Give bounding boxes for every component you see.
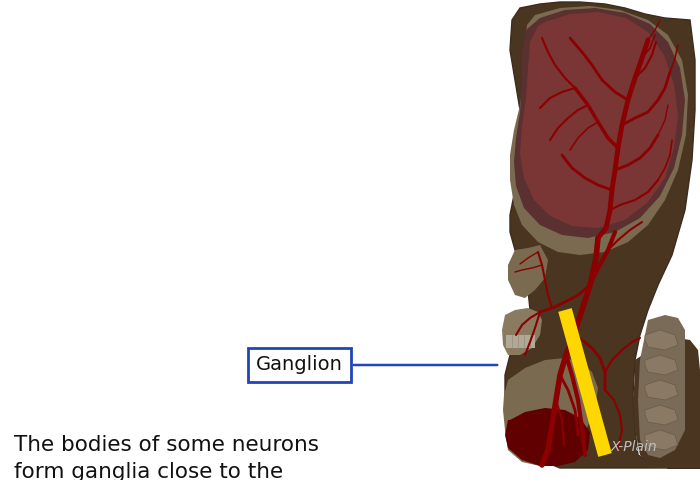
Text: X-Plain: X-Plain [610,440,657,454]
Polygon shape [645,380,678,400]
Polygon shape [645,355,678,375]
Polygon shape [559,308,612,457]
Polygon shape [502,308,542,355]
Polygon shape [508,245,548,298]
Polygon shape [514,8,685,238]
Polygon shape [510,6,688,255]
FancyBboxPatch shape [248,348,351,382]
Polygon shape [503,358,598,466]
Polygon shape [506,335,535,348]
Polygon shape [505,2,700,468]
Polygon shape [645,405,678,425]
Polygon shape [505,408,590,466]
Polygon shape [638,315,685,458]
Text: The bodies of some neurons
form ganglia close to the
brain and spinal cord.
Gang: The bodies of some neurons form ganglia … [14,435,319,480]
Polygon shape [645,430,678,450]
Text: Ganglion: Ganglion [256,356,343,374]
Polygon shape [645,330,678,350]
Polygon shape [633,338,700,468]
Polygon shape [520,12,678,228]
